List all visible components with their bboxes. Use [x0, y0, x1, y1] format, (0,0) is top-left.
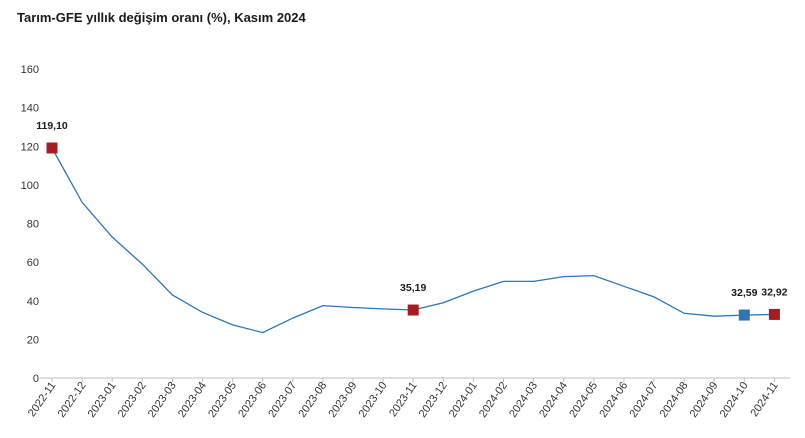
- x-tick-label: 2024-05: [567, 380, 600, 420]
- data-label: 32,92: [761, 286, 787, 298]
- y-tick-label: 100: [21, 180, 39, 192]
- x-tick-label: 2023-01: [86, 380, 119, 420]
- y-tick-label: 0: [33, 373, 39, 385]
- x-tick-label: 2022-11: [26, 380, 59, 419]
- data-label: 35,19: [400, 282, 426, 294]
- x-tick-label: 2023-04: [176, 380, 209, 420]
- y-tick-label: 60: [27, 257, 39, 269]
- x-tick-label: 2023-03: [146, 380, 179, 420]
- x-tick-label: 2023-12: [417, 380, 450, 420]
- x-tick-label: 2024-11: [748, 380, 781, 419]
- x-tick-label: 2023-02: [116, 380, 149, 420]
- y-tick-label: 140: [21, 103, 39, 115]
- x-tick-label: 2023-10: [357, 380, 390, 420]
- data-point-marker: [769, 309, 780, 320]
- x-tick-label: 2024-07: [627, 380, 660, 420]
- x-tick-label: 2024-06: [597, 380, 630, 420]
- x-tick-label: 2024-03: [507, 380, 540, 420]
- x-tick-label: 2023-06: [236, 380, 269, 420]
- data-label: 119,10: [36, 120, 68, 132]
- y-tick-label: 80: [27, 219, 39, 231]
- data-point-marker: [47, 142, 58, 153]
- x-tick-label: 2024-01: [447, 380, 480, 420]
- data-point-marker: [408, 305, 419, 316]
- x-tick-label: 2024-08: [658, 380, 691, 420]
- y-tick-label: 120: [21, 141, 39, 153]
- x-tick-label: 2023-08: [296, 380, 329, 420]
- x-tick-label: 2023-11: [387, 380, 420, 419]
- x-tick-label: 2023-07: [266, 380, 299, 420]
- x-tick-label: 2023-09: [326, 380, 359, 420]
- data-point-marker: [739, 310, 750, 321]
- x-tick-label: 2022-12: [56, 380, 89, 420]
- y-tick-label: 20: [27, 334, 39, 346]
- data-label: 32,59: [731, 287, 757, 299]
- x-tick-label: 2023-05: [206, 380, 239, 420]
- x-tick-label: 2024-02: [477, 380, 510, 420]
- y-tick-label: 160: [21, 64, 39, 76]
- x-tick-label: 2024-04: [537, 380, 570, 420]
- y-tick-label: 40: [27, 296, 39, 308]
- x-tick-label: 2024-10: [718, 380, 751, 420]
- x-tick-label: 2024-09: [688, 380, 721, 420]
